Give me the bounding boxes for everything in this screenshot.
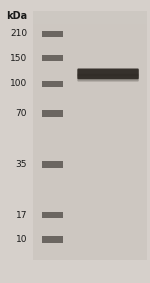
FancyBboxPatch shape xyxy=(42,110,63,117)
Text: kDa: kDa xyxy=(6,11,27,21)
FancyBboxPatch shape xyxy=(33,11,147,260)
FancyBboxPatch shape xyxy=(42,161,63,168)
FancyBboxPatch shape xyxy=(42,236,63,243)
Text: 70: 70 xyxy=(16,109,27,118)
Text: 17: 17 xyxy=(16,211,27,220)
FancyBboxPatch shape xyxy=(77,74,139,82)
Text: 35: 35 xyxy=(16,160,27,169)
Text: 210: 210 xyxy=(10,29,27,38)
Text: 100: 100 xyxy=(10,79,27,88)
FancyBboxPatch shape xyxy=(77,68,139,79)
FancyBboxPatch shape xyxy=(42,31,63,37)
Text: 150: 150 xyxy=(10,53,27,63)
FancyBboxPatch shape xyxy=(42,81,63,87)
FancyBboxPatch shape xyxy=(42,55,63,61)
Text: 10: 10 xyxy=(16,235,27,244)
FancyBboxPatch shape xyxy=(42,212,63,218)
FancyBboxPatch shape xyxy=(77,69,139,76)
